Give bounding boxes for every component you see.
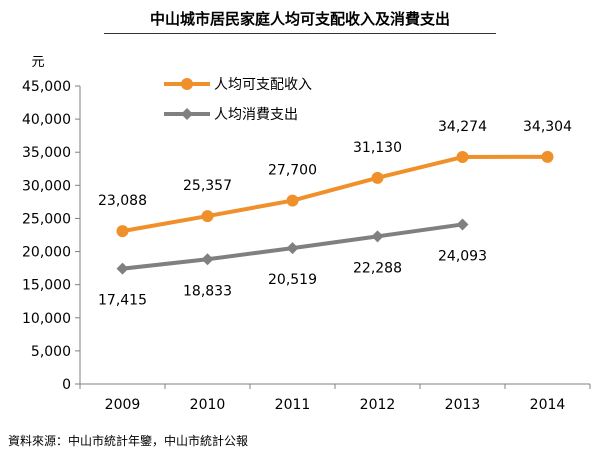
income-point <box>116 225 129 238</box>
expenditure-data-label: 18,833 <box>183 283 232 299</box>
source-note: 資料來源：中山市統計年鑒，中山市統計公報 <box>8 434 249 448</box>
income-data-label: 27,700 <box>268 163 317 179</box>
y-tick-label: 15,000 <box>22 278 71 294</box>
x-tick-label: 2014 <box>530 397 566 413</box>
title-underline <box>104 33 496 34</box>
expenditure-point <box>286 242 299 255</box>
x-tick-label: 2012 <box>360 397 396 413</box>
y-tick-label: 10,000 <box>22 311 71 327</box>
y-tick-label: 20,000 <box>22 245 71 261</box>
legend-marker-diamond <box>181 108 193 120</box>
chart-title: 中山城市居民家庭人均可支配收入及消費支出 <box>149 10 450 28</box>
expenditure-data-label: 20,519 <box>268 272 317 288</box>
x-tick-label: 2013 <box>445 397 481 413</box>
expenditure-data-label: 24,093 <box>438 248 487 264</box>
legend-label: 人均可支配收入 <box>214 77 312 93</box>
income-point <box>541 150 554 163</box>
legend-marker-circle <box>181 78 193 90</box>
y-tick-label: 40,000 <box>22 112 71 128</box>
y-tick-label: 25,000 <box>22 211 71 227</box>
expenditure-point <box>116 262 129 275</box>
income-data-label: 34,274 <box>438 119 487 135</box>
expenditure-point <box>371 230 384 243</box>
expenditure-data-label: 22,288 <box>353 260 402 276</box>
income-point <box>456 151 469 164</box>
income-point <box>201 210 214 223</box>
income-data-label: 34,304 <box>523 119 572 135</box>
x-tick-label: 2010 <box>190 397 226 413</box>
y-tick-label: 0 <box>62 377 71 393</box>
y-tick-label: 35,000 <box>22 145 71 161</box>
income-data-label: 31,130 <box>353 140 402 156</box>
y-axis-unit-label: 元 <box>31 55 44 70</box>
y-tick-label: 45,000 <box>22 79 71 95</box>
expenditure-point <box>201 253 214 266</box>
x-tick-label: 2011 <box>275 397 311 413</box>
income-point <box>286 194 299 207</box>
legend-label: 人均消費支出 <box>214 107 298 123</box>
income-data-label: 25,357 <box>183 178 232 194</box>
x-tick-label: 2009 <box>105 397 141 413</box>
series-line-income <box>122 154 548 234</box>
y-tick-label: 30,000 <box>22 178 71 194</box>
expenditure-point <box>456 218 469 231</box>
y-tick-label: 5,000 <box>31 344 71 360</box>
income-point <box>371 171 384 184</box>
expenditure-data-label: 17,415 <box>98 293 147 309</box>
income-data-label: 23,088 <box>98 193 147 209</box>
